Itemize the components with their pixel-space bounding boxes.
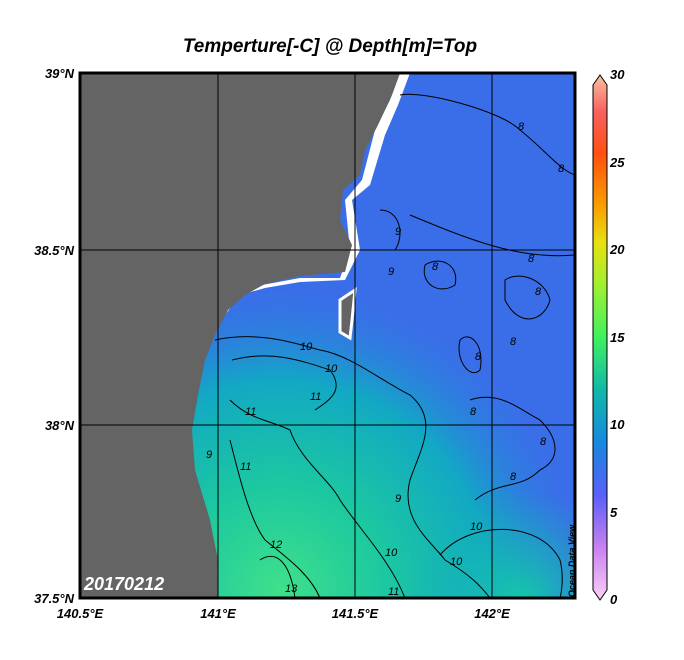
colorbar-tick-0: 0 [610,592,618,607]
lat-label-38-5: 38.5°N [34,243,74,258]
lon-label-142: 142°E [474,606,510,621]
svg-text:8: 8 [510,336,517,348]
land [80,73,400,598]
map-title: Temperture[-C] @ Depth[m]=Top [182,36,478,57]
svg-text:11: 11 [240,461,251,473]
colorbar-tick-25: 25 [610,155,625,170]
colorbar-tick-20: 20 [610,242,625,257]
svg-text:10: 10 [325,363,338,375]
svg-text:13: 13 [285,583,298,595]
svg-text:8: 8 [540,436,547,448]
map-area[interactable]: 8 8 8 8 8 8 8 8 8 8 9 9 9 9 10 10 10 10 … [78,71,577,600]
lat-label-38: 38°N [44,418,74,433]
lat-label-39: 39°N [44,66,74,81]
date-label: 20170212 [84,574,165,594]
svg-text:8: 8 [528,253,535,265]
contours [214,93,576,599]
colorbar-tick-30: 30 [610,67,625,82]
ocean-data-view-watermark: Ocean Data View [567,524,577,598]
colorbar-tick-5: 5 [610,505,618,520]
svg-text:8: 8 [518,121,525,133]
svg-text:9: 9 [395,493,401,505]
colorbar [592,74,608,601]
svg-text:10: 10 [450,556,463,568]
contour-labels: 8 8 8 8 8 8 8 8 8 8 9 9 9 9 10 10 10 10 … [206,121,565,598]
graticule [80,73,575,598]
svg-text:9: 9 [395,226,401,238]
lat-label-37-5: 37.5°N [34,591,74,606]
lon-label-141: 141°E [200,606,236,621]
svg-text:9: 9 [388,266,394,278]
svg-text:8: 8 [535,286,542,298]
svg-text:10: 10 [300,341,313,353]
map-frame [78,71,577,600]
land-peninsula [338,286,357,341]
lon-label-140-5: 140.5°E [56,606,104,621]
svg-text:11: 11 [245,406,256,418]
svg-text:9: 9 [206,449,212,461]
svg-text:11: 11 [388,586,399,598]
svg-text:8: 8 [432,261,439,273]
colorbar-tick-10: 10 [610,417,625,432]
svg-text:8: 8 [510,471,517,483]
svg-text:10: 10 [385,547,398,559]
svg-text:8: 8 [475,351,482,363]
svg-text:10: 10 [470,521,483,533]
svg-text:8: 8 [470,406,477,418]
lon-label-141-5: 141.5°E [331,606,379,621]
svg-text:8: 8 [558,163,565,175]
svg-text:12: 12 [270,539,282,551]
colorbar-tick-15: 15 [610,330,625,345]
svg-text:11: 11 [310,391,321,403]
